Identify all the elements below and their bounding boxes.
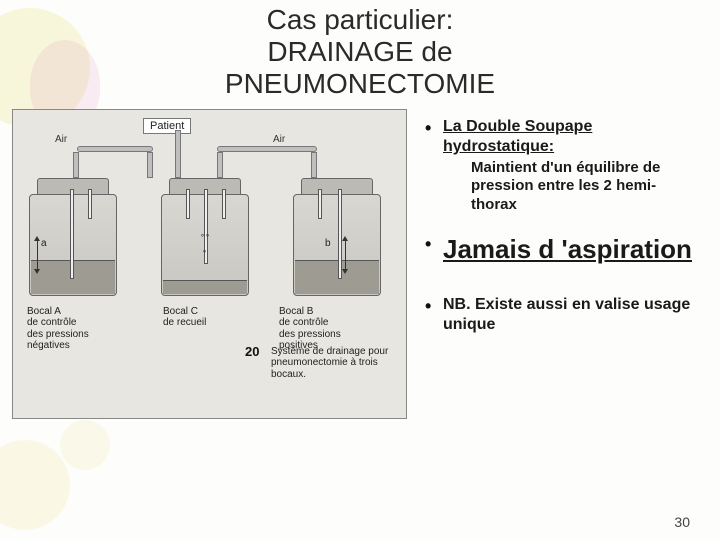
jar-a: [29, 178, 117, 296]
title-line-3: PNEUMONECTOMIE: [225, 68, 495, 99]
dim-arrow-a: [37, 240, 38, 270]
dim-arrow-b: [345, 240, 346, 270]
text-panel: La Double Soupape hydrostatique: Maintie…: [407, 109, 707, 419]
patient-label: Patient: [143, 118, 191, 134]
page-number: 30: [674, 514, 690, 530]
dim-label-b: b: [325, 238, 331, 249]
tube: [217, 152, 223, 178]
jar-b: [293, 178, 381, 296]
bullet-3: NB. Existe aussi en valise usage unique: [425, 295, 693, 335]
decorative-circle: [0, 440, 70, 530]
jar-c: ∘∘ ∘: [161, 178, 249, 296]
tube: [311, 152, 317, 178]
bullet-1-title: La Double Soupape hydrostatique:: [443, 118, 592, 155]
air-label-left: Air: [55, 134, 67, 145]
drainage-diagram: Patient Air Air a: [12, 109, 407, 419]
tube: [73, 152, 79, 178]
bullet-2: Jamais d 'aspiration: [425, 233, 693, 266]
title-line-2: DRAINAGE de: [267, 36, 452, 67]
tube: [77, 146, 153, 152]
figure-caption: Système de drainage pour pneumonectomie …: [271, 346, 401, 381]
decorative-circle: [60, 420, 110, 470]
jar-c-caption: Bocal C de recueil: [163, 306, 243, 329]
air-label-right: Air: [273, 134, 285, 145]
tube: [175, 130, 181, 178]
jar-a-caption: Bocal A de contrôle des pressions négati…: [27, 306, 127, 352]
tube: [147, 152, 153, 178]
dim-label-a: a: [41, 238, 47, 249]
figure-number: 20: [245, 344, 259, 359]
page-title: Cas particulier: DRAINAGE de PNEUMONECTO…: [0, 0, 720, 101]
bullet-1: La Double Soupape hydrostatique: Maintie…: [425, 117, 693, 215]
bullet-1-sub: Maintient d'un équilibre de pression ent…: [443, 159, 693, 215]
tube: [217, 146, 317, 152]
title-line-1: Cas particulier:: [267, 4, 454, 35]
